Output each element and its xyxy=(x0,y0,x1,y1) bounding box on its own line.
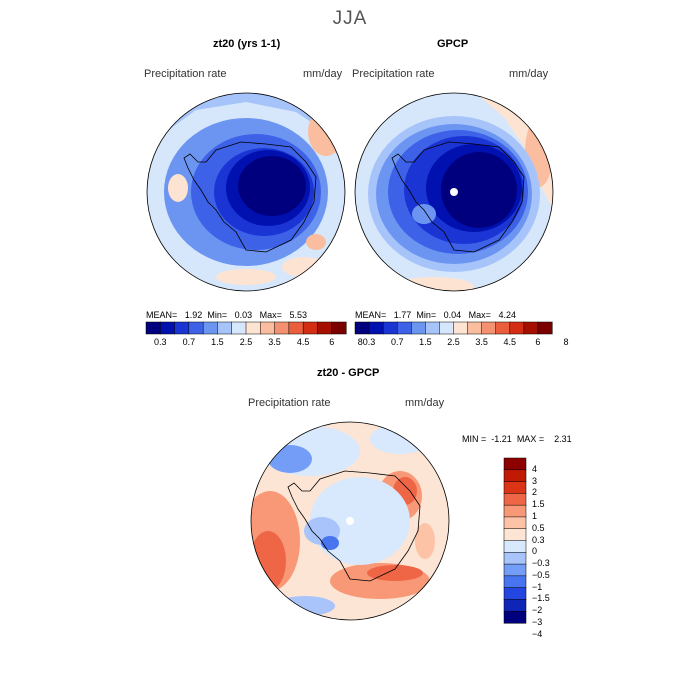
diff-colorbar xyxy=(503,457,527,624)
obs-colorbar-tick-label: 0.3 xyxy=(362,337,376,347)
obs-colorbar-swatch xyxy=(509,321,525,335)
model-colorbar-swatch xyxy=(202,321,218,335)
obs-colorbar-swatch xyxy=(396,321,412,335)
model-colorbar-swatch xyxy=(174,321,190,335)
obs-colorbar-swatch xyxy=(425,321,440,335)
obs-colorbar-tick-label: 2.5 xyxy=(447,337,460,347)
model-colorbar-tick-label: 2.5 xyxy=(239,337,253,347)
diff-panel-title: zt20 - GPCP xyxy=(317,367,380,379)
diff-colorbar-tick-label: 1 xyxy=(532,510,538,521)
model-colorbar-swatch xyxy=(260,321,276,335)
obs-colorbar-swatch xyxy=(382,321,398,335)
model-colorbar xyxy=(145,321,347,335)
model-colorbar-swatch xyxy=(217,321,233,335)
obs-colorbar-tick-label: 4.5 xyxy=(503,337,517,347)
diff-colorbar-swatch xyxy=(503,552,527,565)
model-colorbar-tick-label: 8 xyxy=(357,337,363,347)
diff-colorbar-swatch xyxy=(503,563,527,577)
diff-colorbar-tick-label: 0.5 xyxy=(532,522,545,533)
model-colorbar-swatch xyxy=(274,321,290,335)
diff-colorbar-tick-label: −1 xyxy=(532,581,543,592)
model-units-label: mm/day xyxy=(303,68,343,80)
diff-colorbar-swatch xyxy=(503,516,527,530)
diff-colorbar-tick-label: −3 xyxy=(532,617,543,627)
obs-panel-title: GPCP xyxy=(437,38,469,50)
model-colorbar-swatch xyxy=(231,321,247,335)
model-variable-label: Precipitation rate xyxy=(144,68,227,80)
obs-colorbar-tick-label: 8 xyxy=(563,337,569,347)
obs-colorbar-swatch xyxy=(537,321,553,335)
diff-colorbar-tick-label: 2 xyxy=(532,487,538,498)
diff-colorbar-tick-label: −1.5 xyxy=(532,593,550,604)
diff-colorbar-swatch xyxy=(503,540,527,553)
diff-colorbar-swatch xyxy=(503,528,527,542)
obs-colorbar-swatch xyxy=(411,321,426,335)
obs-colorbar xyxy=(354,321,553,335)
obs-colorbar-tick-label: 0.7 xyxy=(390,337,404,347)
diff-colorbar-tick-label: 0 xyxy=(532,546,538,557)
model-colorbar-swatch xyxy=(145,321,161,335)
diff-stats: MIN = -1.21 MAX = 2.31 xyxy=(462,434,572,444)
figure-season-title: JJA xyxy=(332,8,368,29)
obs-colorbar-swatch xyxy=(467,321,483,335)
diff-colorbar-swatch xyxy=(503,457,527,471)
obs-colorbar-tick-label: 3.5 xyxy=(475,337,488,347)
obs-colorbar-tick-label: 6 xyxy=(535,337,541,347)
obs-stats: MEAN= 1.77 Min= 0.04 Max= 4.24 xyxy=(355,310,516,320)
model-colorbar-tick-label: 0.7 xyxy=(182,337,196,347)
diff-colorbar-tick-label: −0.5 xyxy=(532,569,550,580)
model-colorbar-tick-label: 6 xyxy=(329,337,335,347)
model-colorbar-swatch xyxy=(188,321,204,335)
obs-units-label: mm/day xyxy=(509,68,549,80)
diff-colorbar-swatch xyxy=(503,493,527,506)
diff-colorbar-swatch xyxy=(503,575,527,589)
obs-colorbar-swatch xyxy=(495,321,511,335)
model-colorbar-swatch xyxy=(331,321,347,335)
diff-colorbar-tick-label: 0.3 xyxy=(532,534,545,545)
model-colorbar-swatch xyxy=(317,321,333,335)
model-colorbar-ticks: 0.3 0.7 1.5 2.5 3.5 4.5 6 8 xyxy=(146,337,363,349)
model-panel-title: zt20 (yrs 1-1) xyxy=(213,38,281,50)
diff-colorbar-tick-label: −0.3 xyxy=(532,558,550,569)
obs-colorbar-tick-label: 1.5 xyxy=(419,337,432,347)
model-colorbar-tick-label: 0.3 xyxy=(154,337,167,347)
diff-variable-label: Precipitation rate xyxy=(248,397,331,409)
diff-polar-map xyxy=(250,421,450,621)
diff-colorbar-swatch xyxy=(503,610,527,624)
diff-colorbar-ticks: 4 3 2 1.5 1 0.5 0.3 0 −0.3 −0.5 −1 −1.5 −2 −3 −4 xyxy=(532,458,572,639)
diff-units-label: mm/day xyxy=(405,397,445,409)
model-colorbar-tick-label: 1.5 xyxy=(211,337,224,347)
obs-variable-label: Precipitation rate xyxy=(352,68,435,80)
diff-colorbar-tick-label: −4 xyxy=(532,628,543,639)
obs-colorbar-swatch xyxy=(354,321,370,335)
model-colorbar-tick-label: 4.5 xyxy=(296,337,310,347)
model-colorbar-swatch xyxy=(160,321,176,335)
model-colorbar-swatch xyxy=(288,321,304,335)
diff-colorbar-swatch xyxy=(503,599,527,612)
model-colorbar-swatch xyxy=(302,321,318,335)
diff-colorbar-tick-label: 1.5 xyxy=(532,499,545,510)
obs-colorbar-swatch xyxy=(439,321,455,335)
diff-colorbar-swatch xyxy=(503,481,527,494)
model-stats: MEAN= 1.92 Min= 0.03 Max= 5.53 xyxy=(146,310,307,320)
obs-colorbar-swatch xyxy=(523,321,539,335)
diff-colorbar-swatch xyxy=(503,469,527,483)
obs-polar-map xyxy=(354,92,554,292)
diff-colorbar-tick-label: −2 xyxy=(532,605,543,616)
model-colorbar-tick-label: 3.5 xyxy=(268,337,281,347)
diff-colorbar-tick-label: 4 xyxy=(532,463,538,474)
obs-colorbar-swatch xyxy=(368,321,384,335)
obs-colorbar-ticks: 0.3 0.7 1.5 2.5 3.5 4.5 6 8 xyxy=(355,337,569,349)
model-colorbar-swatch xyxy=(245,321,261,335)
diff-colorbar-swatch xyxy=(503,504,527,518)
obs-colorbar-swatch xyxy=(481,321,497,335)
diff-colorbar-swatch xyxy=(503,587,527,600)
obs-colorbar-swatch xyxy=(453,321,469,335)
diff-colorbar-tick-label: 3 xyxy=(532,475,538,486)
model-polar-map xyxy=(146,92,346,292)
